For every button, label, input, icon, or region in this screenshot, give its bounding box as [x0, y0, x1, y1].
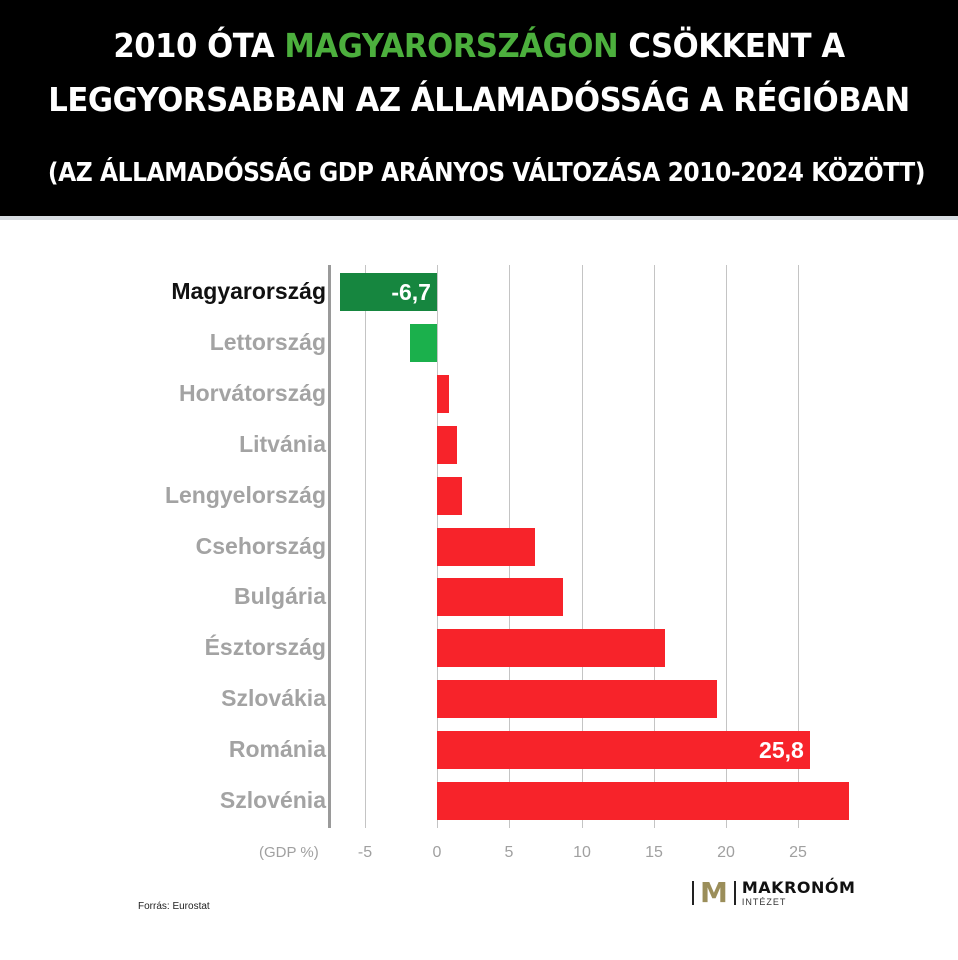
- source-note: Forrás: Eurostat: [138, 901, 210, 912]
- x-axis-unit-label: (GDP %): [259, 844, 319, 861]
- bar: [409, 323, 437, 362]
- gridline: [798, 265, 799, 828]
- logo-divider: [692, 881, 694, 905]
- category-label: Horvátország: [179, 379, 326, 406]
- logo-subtitle: INTÉZET: [741, 896, 787, 907]
- y-axis-line: [328, 265, 331, 828]
- title-highlight: MAGYARORSZÁGON: [284, 26, 619, 65]
- category-label: Szlovákia: [221, 685, 326, 712]
- bar-value-label: -6,7: [391, 279, 431, 305]
- category-label: Lettország: [209, 328, 326, 355]
- gridline: [726, 265, 727, 828]
- bar-value-label: 25,8: [759, 737, 804, 764]
- gridline: [582, 265, 583, 828]
- bar: [437, 578, 563, 617]
- header-divider: [0, 216, 958, 220]
- title-line-1: 2010 ÓTA MAGYARORSZÁGON CSÖKKENT A: [34, 26, 925, 65]
- bar: [437, 782, 849, 820]
- bar: [437, 374, 449, 413]
- category-label: Magyarország: [171, 278, 326, 304]
- bar: [437, 680, 718, 719]
- title-text: 2010 ÓTA: [113, 26, 285, 65]
- logo-mark-icon: M: [700, 876, 728, 909]
- category-label: Lengyelország: [164, 481, 326, 508]
- title-text: CSÖKKENT A: [618, 26, 845, 65]
- x-tick-label: 5: [504, 844, 514, 861]
- category-label: Bulgária: [233, 583, 326, 610]
- category-label: Észtország: [204, 634, 326, 661]
- gridline: [365, 265, 366, 828]
- category-label: Szlovénia: [219, 787, 326, 813]
- category-label: Litvánia: [239, 430, 326, 457]
- category-label: Csehország: [195, 532, 326, 559]
- category-label: Románia: [228, 736, 326, 763]
- logo-name: MAKRONÓM: [741, 877, 856, 897]
- bar: [437, 629, 666, 668]
- x-tick-label: -5: [357, 844, 373, 861]
- bar: [437, 527, 536, 566]
- x-tick-label: 20: [717, 844, 735, 861]
- bar: -6,7: [340, 273, 437, 311]
- subtitle: (AZ ÁLLAMADÓSSÁG GDP ARÁNYOS VÁLTOZÁSA 2…: [47, 158, 926, 188]
- gridline: [654, 265, 655, 828]
- x-tick-label: 0: [432, 844, 442, 861]
- bar-chart: Magyarország -6,7 Lettország Horvátország Li…: [0, 220, 958, 960]
- x-tick-label: 25: [789, 844, 807, 861]
- makronom-logo: M MAKRONÓM INTÉZET: [692, 876, 855, 910]
- x-tick-label: 15: [645, 844, 663, 861]
- title-line-2: LEGGYORSABBAN AZ ÁLLAMADÓSSÁG A RÉGIÓBAN: [48, 80, 910, 119]
- x-tick-label: 10: [573, 844, 591, 861]
- bar: [437, 476, 462, 515]
- header: 2010 ÓTA MAGYARORSZÁGON CSÖKKENT A LEGGY…: [0, 0, 958, 216]
- bar: [437, 425, 458, 464]
- bar: 25,8: [437, 731, 810, 770]
- logo-divider: [733, 881, 736, 905]
